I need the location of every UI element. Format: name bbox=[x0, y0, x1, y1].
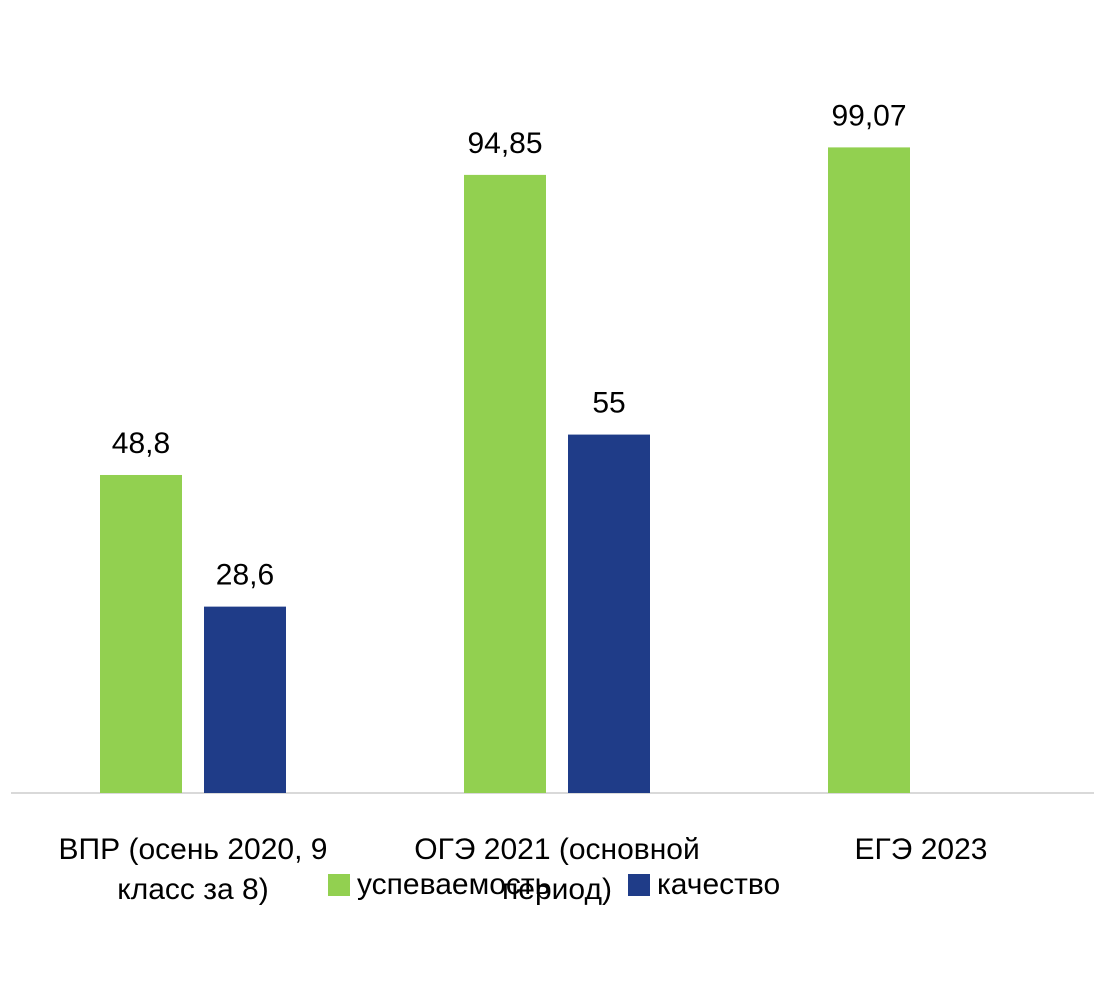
data-label: 28,6 bbox=[216, 559, 274, 592]
bar bbox=[464, 174, 546, 793]
data-label: 55 bbox=[592, 387, 625, 420]
bar bbox=[204, 606, 286, 793]
x-tick-label: ВПР (осень 2020, 9 класс за 8) bbox=[58, 833, 328, 906]
bar bbox=[828, 147, 910, 794]
legend-swatch bbox=[628, 874, 650, 896]
x-tick-label: ОГЭ 2021 (основной период) bbox=[414, 833, 700, 906]
bar bbox=[100, 474, 182, 793]
x-tick-label: ЕГЭ 2023 bbox=[854, 833, 988, 866]
legend-label: успеваемость bbox=[357, 868, 550, 901]
data-label: 94,85 bbox=[467, 127, 542, 160]
legend-label: качество bbox=[657, 868, 780, 901]
data-label: 99,07 bbox=[831, 99, 906, 132]
legend-swatch bbox=[328, 874, 350, 896]
bar bbox=[568, 434, 650, 793]
data-label: 48,8 bbox=[112, 427, 170, 460]
